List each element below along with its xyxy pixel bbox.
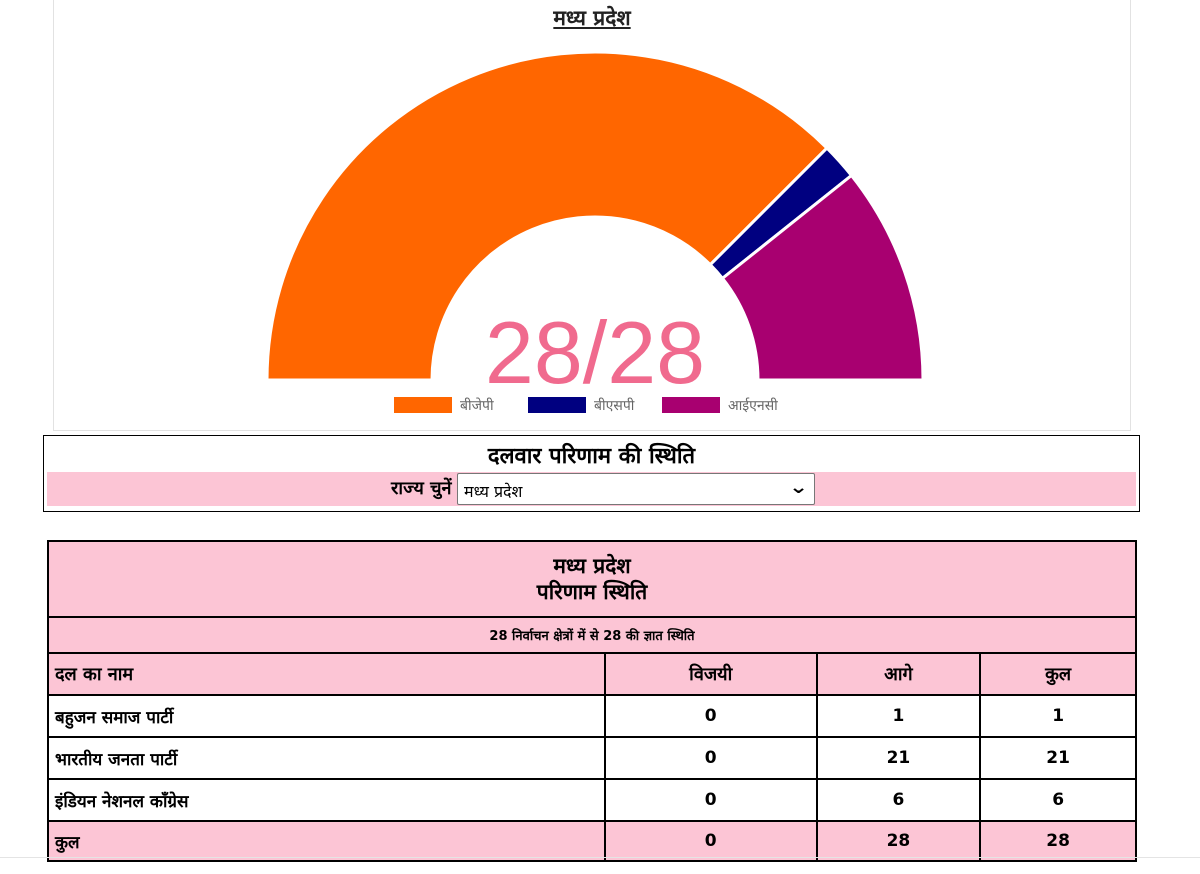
total-count: 21 — [979, 736, 1137, 780]
center-label: 28/28 — [485, 303, 705, 402]
party-name: इंडियन नेशनल काँग्रेस — [47, 778, 606, 822]
table-row: भारतीय जनता पार्टी 0 21 21 — [47, 736, 1137, 780]
total-label: कुल — [47, 820, 606, 862]
results-table: मध्य प्रदेश परिणाम स्थिति 28 निर्वाचन क्… — [47, 540, 1137, 862]
legend-label: आईएनसी — [728, 397, 778, 414]
legend-swatch — [662, 397, 720, 413]
total-total: 28 — [979, 820, 1137, 862]
table-summary: 28 निर्वाचन क्षेत्रों में से 28 की ज्ञात… — [47, 616, 1137, 654]
gauge-chart-panel: मध्य प्रदेश 28/28 बीजेपी बीएसपी आईएनसी — [53, 0, 1131, 431]
total-count: 6 — [979, 778, 1137, 822]
table-row: बहुजन समाज पार्टी 0 1 1 — [47, 694, 1137, 738]
legend-label: बीएसपी — [594, 397, 635, 414]
chevron-down-icon: ⌄ — [788, 477, 809, 498]
legend-swatch — [394, 397, 452, 413]
gauge-slice — [265, 50, 830, 382]
party-name: बहुजन समाज पार्टी — [47, 694, 606, 738]
col-party-name: दल का नाम — [47, 652, 606, 696]
selector-row: राज्य चुनें मध्य प्रदेश ⌄ — [47, 472, 1136, 506]
chart-title: मध्य प्रदेश — [553, 6, 631, 30]
table-header: मध्य प्रदेश परिणाम स्थिति — [47, 540, 1137, 618]
col-total: कुल — [979, 652, 1137, 696]
total-leading: 28 — [815, 820, 982, 862]
table-state-name: मध्य प्रदेश — [553, 554, 631, 578]
table-column-headers: दल का नाम विजयी आगे कुल — [47, 652, 1137, 696]
state-select-label: राज्य चुनें — [391, 478, 452, 499]
total-count: 1 — [979, 694, 1137, 738]
legend-label: बीजेपी — [460, 397, 494, 414]
leading-count: 21 — [815, 736, 982, 780]
state-select-value: मध्य प्रदेश — [464, 482, 523, 501]
total-row: कुल 0 28 28 — [47, 820, 1137, 862]
legend-swatch — [528, 397, 586, 413]
table-subtitle: परिणाम स्थिति — [536, 580, 648, 604]
leading-count: 1 — [815, 694, 982, 738]
party-name: भारतीय जनता पार्टी — [47, 736, 606, 780]
gauge-slice — [720, 173, 925, 382]
col-won: विजयी — [603, 652, 818, 696]
gauge-chart: 28/28बीजेपी बीएसपी आईएनसी — [265, 50, 925, 414]
table-row: इंडियन नेशनल काँग्रेस 0 6 6 — [47, 778, 1137, 822]
selector-title: दलवार परिणाम की स्थिति — [487, 444, 696, 469]
page-divider — [0, 857, 1200, 858]
won-count: 0 — [603, 694, 818, 738]
won-count: 0 — [603, 736, 818, 780]
col-leading: आगे — [815, 652, 982, 696]
won-count: 0 — [603, 778, 818, 822]
state-select[interactable]: मध्य प्रदेश ⌄ — [457, 473, 815, 505]
total-won: 0 — [603, 820, 818, 862]
party-result-selector: दलवार परिणाम की स्थिति राज्य चुनें मध्य … — [43, 435, 1140, 512]
leading-count: 6 — [815, 778, 982, 822]
